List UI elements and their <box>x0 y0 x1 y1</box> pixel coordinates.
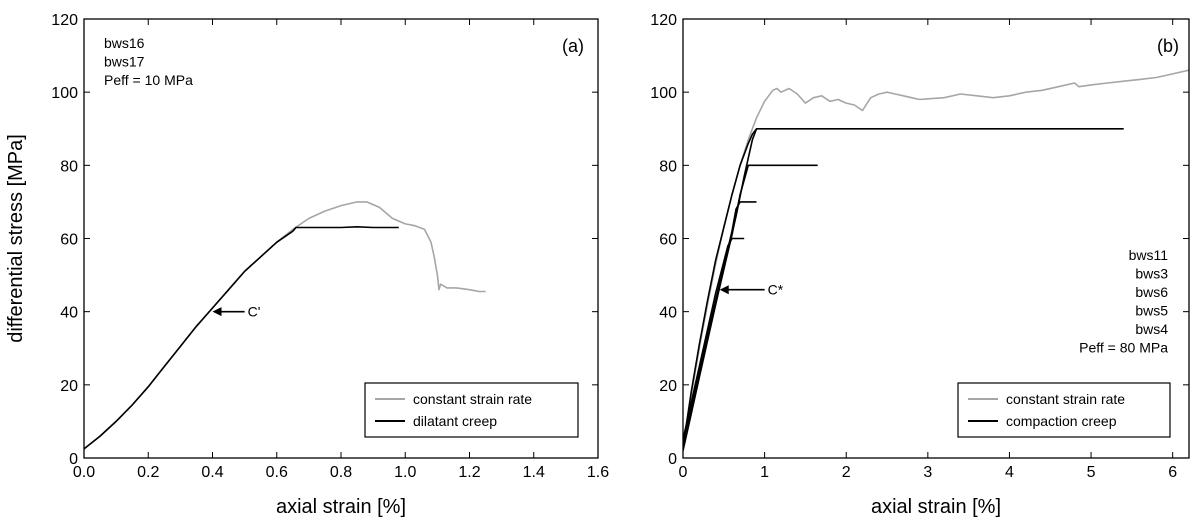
legend-label: constant strain rate <box>1006 391 1125 407</box>
y-tick-label: 100 <box>51 85 78 102</box>
y-tick-label: 60 <box>60 232 78 249</box>
series-line-creep-5 <box>683 128 758 451</box>
x-tick-label: 4 <box>1005 464 1014 481</box>
series-line-constant-strain-rate <box>683 69 1189 448</box>
sample-note: bws6 <box>1135 284 1168 300</box>
x-tick-label: 2 <box>842 464 851 481</box>
x-axis-label: axial strain [%] <box>276 496 406 518</box>
annotation-arrow-head <box>719 285 729 295</box>
y-tick-label: 120 <box>51 12 78 29</box>
sample-note: bws5 <box>1135 303 1168 319</box>
y-tick-label: 0 <box>69 451 78 468</box>
sample-note: bws17 <box>104 54 145 70</box>
legend-label: dilatant creep <box>413 413 497 429</box>
x-tick-label: 0.6 <box>266 464 288 481</box>
annotation-arrow-head <box>212 307 222 317</box>
x-tick-label: 6 <box>1168 464 1177 481</box>
x-tick-label: 0 <box>679 464 688 481</box>
y-tick-label: 0 <box>668 451 677 468</box>
x-tick-label: 1 <box>760 464 769 481</box>
sample-note: bws11 <box>1129 247 1169 263</box>
x-tick-label: 3 <box>923 464 932 481</box>
x-tick-label: 1.4 <box>523 464 545 481</box>
y-tick-label: 20 <box>60 378 78 395</box>
sample-note: Peff = 80 MPa <box>1079 340 1168 356</box>
panel-label: (b) <box>1157 36 1179 56</box>
sample-note: bws4 <box>1135 321 1168 337</box>
legend-box <box>957 382 1171 438</box>
series-line-creep-4 <box>683 164 818 444</box>
x-tick-label: 0.0 <box>73 464 95 481</box>
sample-note: bws3 <box>1135 266 1168 282</box>
x-tick-label: 1.0 <box>394 464 416 481</box>
y-tick-label: 80 <box>60 158 78 175</box>
x-tick-label: 5 <box>1087 464 1096 481</box>
x-axis-label: axial strain [%] <box>871 496 1001 518</box>
y-tick-label: 100 <box>650 85 677 102</box>
y-tick-label: 40 <box>659 305 677 322</box>
x-tick-label: 1.2 <box>458 464 480 481</box>
panel-label: (a) <box>562 36 584 56</box>
y-tick-label: 60 <box>659 232 677 249</box>
y-tick-label: 40 <box>60 305 78 322</box>
x-tick-label: 0.2 <box>137 464 159 481</box>
annotation-label: C* <box>768 282 784 298</box>
sample-note: Peff = 10 MPa <box>104 72 193 88</box>
series-line-compaction-creep <box>683 128 1124 448</box>
series-line-dilatant-creep <box>84 226 399 450</box>
y-tick-label: 120 <box>650 12 677 29</box>
legend-label: compaction creep <box>1006 413 1117 429</box>
y-tick-label: 80 <box>659 158 677 175</box>
y-tick-label: 20 <box>659 378 677 395</box>
y-axis-label: differential stress [MPa] <box>5 134 27 343</box>
sample-note: bws16 <box>104 35 145 51</box>
x-tick-label: 0.8 <box>330 464 352 481</box>
x-tick-label: 1.6 <box>587 464 609 481</box>
legend-box <box>364 382 579 438</box>
annotation-label: C' <box>248 304 261 320</box>
legend-label: constant strain rate <box>413 391 532 407</box>
chart-panel-a: 0.0 0.2 0.4 0.6 0.8 1.0 1.2 1.4 1.6 0 20 40 60 80 100 1… <box>5 12 609 518</box>
x-tick-label: 0.4 <box>201 464 223 481</box>
